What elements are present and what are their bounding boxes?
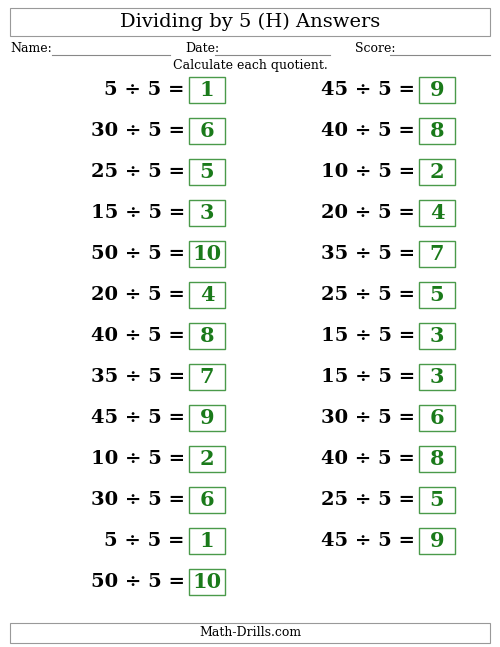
Text: 1: 1 — [200, 80, 214, 100]
FancyBboxPatch shape — [189, 200, 225, 226]
Text: 9: 9 — [430, 80, 444, 100]
Text: 50 ÷ 5 =: 50 ÷ 5 = — [91, 245, 185, 263]
Text: Math-Drills.com: Math-Drills.com — [199, 626, 301, 639]
FancyBboxPatch shape — [189, 405, 225, 431]
Text: Calculate each quotient.: Calculate each quotient. — [172, 58, 328, 72]
FancyBboxPatch shape — [419, 241, 455, 267]
Text: 5 ÷ 5 =: 5 ÷ 5 = — [104, 532, 185, 550]
FancyBboxPatch shape — [419, 446, 455, 472]
FancyBboxPatch shape — [419, 200, 455, 226]
FancyBboxPatch shape — [10, 8, 490, 36]
Text: 1: 1 — [200, 531, 214, 551]
Text: 2: 2 — [430, 162, 444, 182]
Text: 6: 6 — [430, 408, 444, 428]
FancyBboxPatch shape — [419, 405, 455, 431]
Text: 15 ÷ 5 =: 15 ÷ 5 = — [91, 204, 185, 222]
Text: 10 ÷ 5 =: 10 ÷ 5 = — [91, 450, 185, 468]
Text: 40 ÷ 5 =: 40 ÷ 5 = — [321, 122, 415, 140]
Text: 30 ÷ 5 =: 30 ÷ 5 = — [91, 122, 185, 140]
FancyBboxPatch shape — [419, 487, 455, 513]
Text: 15 ÷ 5 =: 15 ÷ 5 = — [321, 368, 415, 386]
Text: 15 ÷ 5 =: 15 ÷ 5 = — [321, 327, 415, 345]
Text: 3: 3 — [430, 367, 444, 387]
Text: 35 ÷ 5 =: 35 ÷ 5 = — [321, 245, 415, 263]
Text: Dividing by 5 (H) Answers: Dividing by 5 (H) Answers — [120, 13, 380, 31]
FancyBboxPatch shape — [189, 323, 225, 349]
Text: 20 ÷ 5 =: 20 ÷ 5 = — [91, 286, 185, 304]
FancyBboxPatch shape — [10, 623, 490, 643]
Text: 6: 6 — [200, 121, 214, 141]
FancyBboxPatch shape — [189, 569, 225, 595]
FancyBboxPatch shape — [189, 241, 225, 267]
FancyBboxPatch shape — [419, 323, 455, 349]
Text: 30 ÷ 5 =: 30 ÷ 5 = — [91, 491, 185, 509]
Text: 5: 5 — [430, 490, 444, 510]
Text: 45 ÷ 5 =: 45 ÷ 5 = — [321, 81, 415, 99]
FancyBboxPatch shape — [189, 364, 225, 390]
Text: 4: 4 — [200, 285, 214, 305]
Text: 5 ÷ 5 =: 5 ÷ 5 = — [104, 81, 185, 99]
Text: Date:: Date: — [185, 41, 219, 54]
Text: 35 ÷ 5 =: 35 ÷ 5 = — [91, 368, 185, 386]
Text: 5: 5 — [200, 162, 214, 182]
Text: 5: 5 — [430, 285, 444, 305]
FancyBboxPatch shape — [419, 118, 455, 144]
Text: 7: 7 — [430, 244, 444, 264]
Text: 3: 3 — [200, 203, 214, 223]
FancyBboxPatch shape — [189, 446, 225, 472]
Text: 8: 8 — [430, 121, 444, 141]
FancyBboxPatch shape — [419, 159, 455, 185]
Text: 25 ÷ 5 =: 25 ÷ 5 = — [321, 491, 415, 509]
Text: 10 ÷ 5 =: 10 ÷ 5 = — [321, 163, 415, 181]
Text: 30 ÷ 5 =: 30 ÷ 5 = — [321, 409, 415, 427]
FancyBboxPatch shape — [189, 77, 225, 103]
Text: 45 ÷ 5 =: 45 ÷ 5 = — [321, 532, 415, 550]
FancyBboxPatch shape — [419, 77, 455, 103]
Text: 8: 8 — [200, 326, 214, 346]
FancyBboxPatch shape — [419, 282, 455, 308]
Text: 9: 9 — [200, 408, 214, 428]
Text: Name:: Name: — [10, 41, 52, 54]
Text: 25 ÷ 5 =: 25 ÷ 5 = — [321, 286, 415, 304]
Text: 25 ÷ 5 =: 25 ÷ 5 = — [91, 163, 185, 181]
Text: 40 ÷ 5 =: 40 ÷ 5 = — [321, 450, 415, 468]
FancyBboxPatch shape — [189, 118, 225, 144]
Text: 10: 10 — [192, 244, 222, 264]
FancyBboxPatch shape — [189, 487, 225, 513]
Text: 45 ÷ 5 =: 45 ÷ 5 = — [91, 409, 185, 427]
FancyBboxPatch shape — [419, 528, 455, 554]
Text: 50 ÷ 5 =: 50 ÷ 5 = — [91, 573, 185, 591]
Text: 8: 8 — [430, 449, 444, 469]
FancyBboxPatch shape — [189, 159, 225, 185]
Text: Score:: Score: — [355, 41, 396, 54]
Text: 3: 3 — [430, 326, 444, 346]
FancyBboxPatch shape — [189, 528, 225, 554]
Text: 6: 6 — [200, 490, 214, 510]
Text: 4: 4 — [430, 203, 444, 223]
Text: 2: 2 — [200, 449, 214, 469]
Text: 20 ÷ 5 =: 20 ÷ 5 = — [321, 204, 415, 222]
FancyBboxPatch shape — [189, 282, 225, 308]
Text: 10: 10 — [192, 572, 222, 592]
Text: 9: 9 — [430, 531, 444, 551]
Text: 7: 7 — [200, 367, 214, 387]
Text: 40 ÷ 5 =: 40 ÷ 5 = — [91, 327, 185, 345]
FancyBboxPatch shape — [419, 364, 455, 390]
